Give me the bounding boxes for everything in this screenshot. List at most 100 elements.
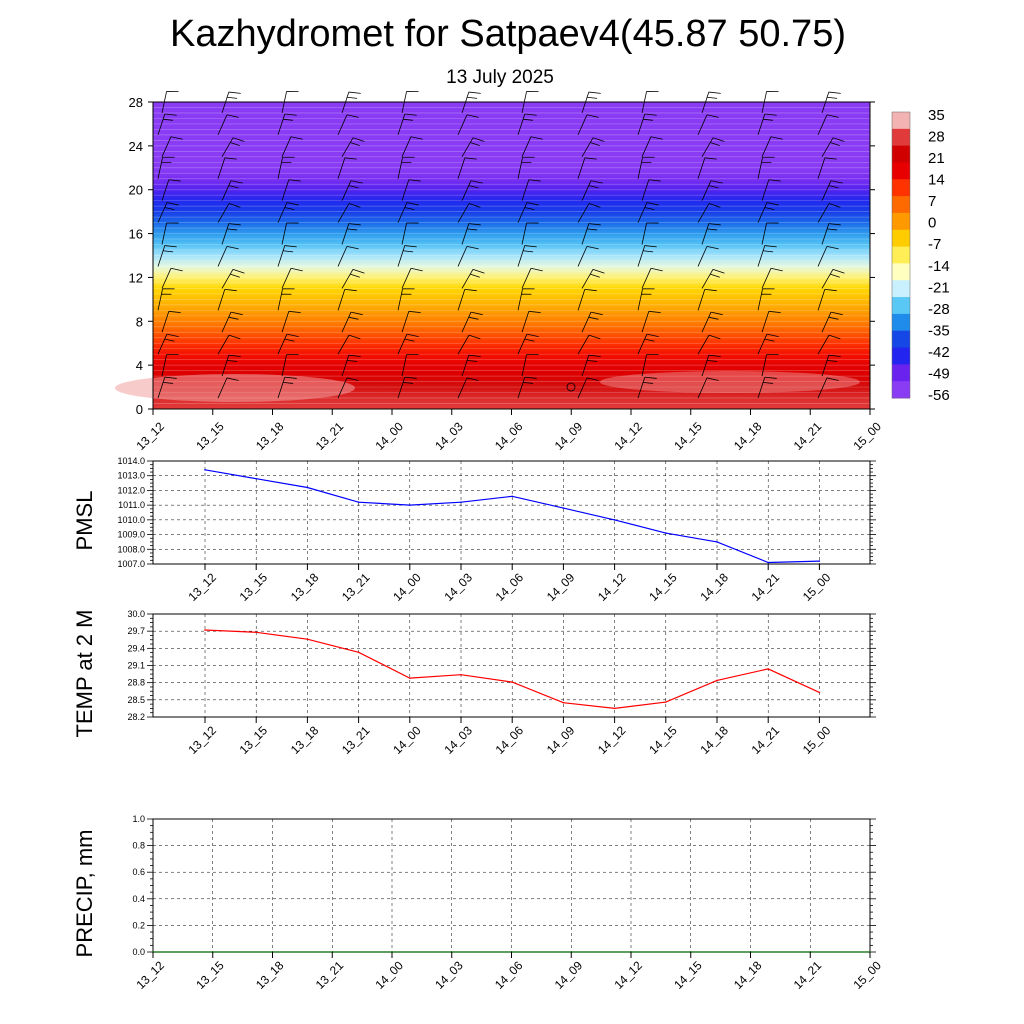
y-tick-label: 24 (129, 139, 143, 154)
wind-barb-flag (588, 91, 601, 94)
wind-barb-flag (348, 91, 361, 94)
wind-barb-flag (472, 268, 485, 274)
wind-barb-flag (708, 223, 721, 226)
pmsl-point (511, 495, 513, 498)
wind-barb-flag (526, 202, 539, 206)
x-tick-label: 13_15 (193, 958, 227, 992)
wind-barb (397, 376, 406, 399)
wind-barb (761, 311, 770, 333)
temp2m-point (306, 638, 309, 640)
y-tick-label: 0.4 (132, 894, 145, 904)
colorbar-label: 14 (928, 172, 945, 189)
wind-barb (517, 288, 523, 311)
wind-barb (221, 311, 232, 333)
wind-barb (637, 333, 648, 355)
wind-barb (217, 289, 226, 311)
wind-barb-flag (283, 381, 294, 384)
wind-barb-flag (347, 360, 358, 362)
wind-barb-flag (404, 376, 417, 379)
wind-barb-flag (404, 338, 415, 342)
x-tick-label: 14_06 (492, 958, 526, 992)
temp2m-point (409, 677, 411, 679)
wind-barb (637, 376, 646, 399)
wind-barb-flag (466, 114, 479, 118)
y-tick-label: 0.0 (132, 947, 145, 957)
wind-barb-flag (228, 91, 241, 94)
wind-barb-flag (707, 360, 718, 362)
x-tick-label: 14_06 (492, 419, 526, 453)
pmsl-point (460, 501, 462, 504)
wind-barb-flag (643, 118, 654, 121)
wind-barb (817, 289, 826, 311)
wind-barb-flag (404, 113, 417, 116)
wind-barb-flag (828, 334, 841, 340)
wind-barb-flag (228, 316, 239, 320)
colorbar-label: 35 (928, 107, 945, 124)
wind-barb-flag (708, 91, 721, 94)
wind-barb-flag (467, 360, 478, 362)
wind-barb (401, 354, 407, 377)
wind-barb (221, 137, 234, 158)
y-tick-label: 0.8 (132, 841, 145, 851)
wind-barb (581, 223, 590, 245)
wind-barb-flag (352, 268, 365, 274)
wind-barb-flag (410, 267, 423, 272)
wind-barb (457, 203, 470, 223)
wind-barb (401, 136, 412, 157)
temp2m-point (767, 668, 769, 670)
wind-barb (821, 180, 832, 201)
colorbar-label: -14 (928, 258, 950, 275)
wind-barb (521, 354, 527, 377)
pmsl-point (818, 560, 821, 562)
wind-barb-flag (592, 137, 605, 142)
wind-barb-flag (764, 113, 777, 116)
temp2m-point (562, 701, 565, 704)
x-tick-label: 14_18 (697, 570, 731, 604)
wind-barb-flag (166, 333, 179, 338)
temp2m-point (613, 707, 616, 710)
y-tick-label: 1010.0 (117, 515, 145, 525)
colorbar-label: -21 (928, 279, 950, 296)
wind-barb (341, 355, 350, 377)
wind-barb (217, 203, 230, 223)
wind-barb-flag (227, 228, 238, 231)
wind-barb-flag (348, 334, 361, 340)
y-tick-label: 0.6 (132, 867, 145, 877)
wind-barb-flag (524, 338, 535, 342)
wind-barb-flag (163, 250, 174, 253)
wind-barb (757, 113, 766, 136)
wind-barb (577, 377, 588, 399)
wind-barb (281, 136, 292, 157)
wind-barb-flag (523, 250, 534, 253)
wind-barb (281, 268, 292, 289)
wind-barb (337, 203, 350, 223)
wind-barb-flag (708, 334, 721, 340)
x-tick-label: 13_18 (253, 419, 287, 453)
wind-barb (757, 288, 763, 311)
wind-barb (461, 91, 470, 114)
wind-barb-flag (764, 338, 775, 342)
wind-barb (821, 223, 830, 245)
wind-barb-flag (763, 250, 774, 253)
wind-barb (461, 137, 474, 158)
wind-barb-flag (350, 273, 360, 278)
wind-barb-flag (644, 245, 657, 248)
x-tick-label: 14_15 (671, 419, 705, 453)
wind-barb-flag (706, 114, 719, 118)
wind-barb-flag (586, 377, 599, 381)
wind-barb (461, 223, 470, 245)
x-tick-label: 14_12 (595, 723, 629, 757)
x-tick-label: 15_00 (850, 958, 884, 992)
colorbar-label: 7 (928, 193, 936, 210)
wind-barb (517, 245, 526, 267)
temp-2m-panel: 28.2 28.5 28.8 29.1 29.4 29.7 30.0 TEMP at 2 M 1… (72, 609, 876, 757)
x-tick-label: 14_12 (595, 570, 629, 604)
wind-barb (641, 179, 650, 201)
wind-barb (457, 114, 468, 136)
wind-barb-flag (710, 311, 723, 316)
x-tick-label: 13_15 (237, 723, 271, 757)
wind-barb-flag (408, 310, 421, 314)
wind-barb-flag (164, 338, 175, 342)
wind-barb-flag (706, 245, 719, 250)
wind-barb-flag (284, 207, 295, 211)
